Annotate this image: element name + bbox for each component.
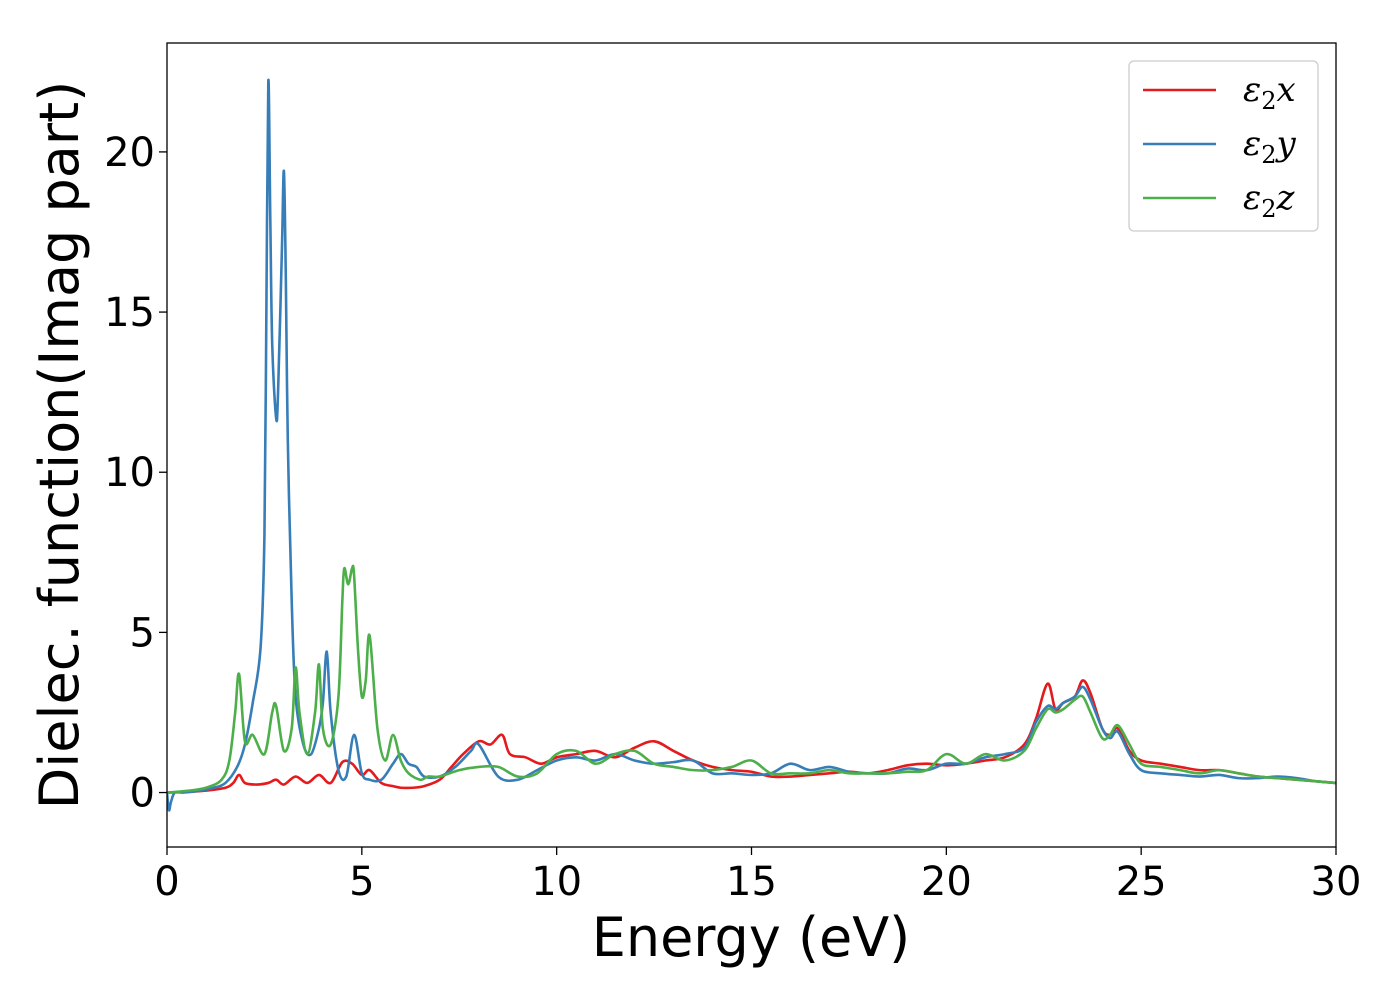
y-tick-label: 20 xyxy=(104,130,155,176)
legend-subscript: 2 xyxy=(1261,141,1276,169)
legend-symbol: ε xyxy=(1243,178,1261,218)
x-tick-label: 10 xyxy=(531,859,582,905)
series-layer xyxy=(167,78,1336,812)
y-tick-label: 15 xyxy=(104,290,155,336)
legend-suffix: z xyxy=(1276,178,1296,218)
y-axis-label: Dielec. function(Imag part) xyxy=(28,81,91,810)
legend-label-x: ε2x xyxy=(1243,70,1296,115)
x-tick-label: 30 xyxy=(1311,859,1362,905)
legend-suffix: y xyxy=(1275,124,1297,164)
legend-symbol: ε xyxy=(1243,124,1261,164)
x-axis-ticks: 0 5 10 15 20 25 30 xyxy=(154,847,1361,905)
series-line-z xyxy=(167,564,1336,794)
legend-subscript: 2 xyxy=(1261,195,1276,223)
y-tick-label: 10 xyxy=(104,450,155,496)
y-axis-ticks: 0 5 10 15 20 xyxy=(104,130,167,817)
x-tick-label: 5 xyxy=(349,859,374,905)
legend-label-z: ε2z xyxy=(1243,178,1296,223)
legend-subscript: 2 xyxy=(1261,87,1276,115)
x-tick-label: 20 xyxy=(921,859,972,905)
x-tick-label: 0 xyxy=(154,859,179,905)
legend-box xyxy=(1128,60,1319,232)
legend-label-y: ε2y xyxy=(1243,124,1297,169)
legend-suffix: x xyxy=(1277,70,1296,110)
x-axis-label: Energy (eV) xyxy=(592,906,911,969)
legend-symbol: ε xyxy=(1243,70,1261,110)
x-tick-label: 15 xyxy=(726,859,777,905)
y-tick-label: 5 xyxy=(130,610,155,656)
y-tick-label: 0 xyxy=(130,771,155,817)
x-tick-label: 25 xyxy=(1116,859,1167,905)
series-line-y xyxy=(167,78,1336,812)
